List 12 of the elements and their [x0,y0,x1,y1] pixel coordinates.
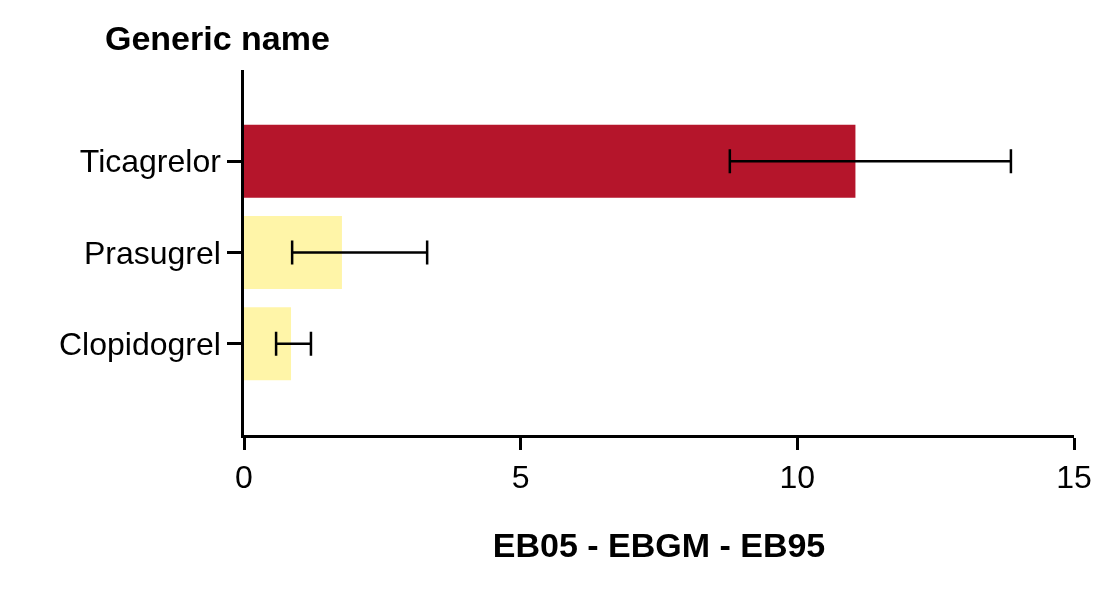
x-tick-label: 15 [1056,459,1092,496]
x-tick-label: 10 [779,459,816,496]
y-tick-label: Prasugrel [83,234,221,271]
x-axis-title: EB05 - EBGM - EB95 [492,526,826,565]
y-axis-title: Generic name [105,19,330,57]
y-tick-label: Clopidogrel [58,325,221,362]
bar [244,216,342,289]
x-tick-label: 5 [511,459,530,496]
bar [244,124,856,198]
y-tick-label: Ticagrelor [79,143,222,180]
x-tick-label: 0 [235,459,253,496]
bar [244,307,292,381]
